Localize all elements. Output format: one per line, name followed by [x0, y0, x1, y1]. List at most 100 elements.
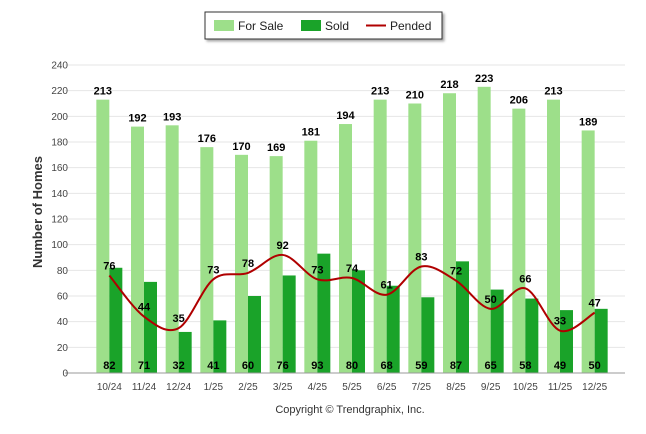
y-tick-label: 100	[51, 240, 68, 251]
bar-for-sale	[165, 125, 179, 373]
bar-sold	[109, 267, 123, 373]
legend-for-sale: For Sale	[214, 19, 284, 33]
legend: For Sale Sold Pended	[204, 11, 443, 40]
legend-box	[204, 11, 443, 40]
bar-sold	[560, 310, 573, 373]
sold-value-label: 71	[138, 360, 150, 372]
for-sale-value-label: 223	[475, 73, 493, 85]
for-sale-value-label: 176	[198, 133, 216, 145]
sold-value-label: 68	[381, 360, 393, 372]
y-tick-label: 240	[51, 61, 68, 72]
for-sale-value-label: 210	[406, 90, 424, 102]
bar-for-sale	[200, 147, 214, 373]
bar-sold	[421, 297, 435, 373]
for-sale-value-label: 194	[336, 110, 355, 122]
for-sale-value-label: 170	[232, 141, 250, 153]
y-tick-label: 80	[57, 266, 69, 277]
pended-value-label: 78	[242, 258, 254, 270]
pended-value-label: 83	[415, 251, 427, 263]
x-tick-label: 2/25	[238, 382, 258, 393]
bar-for-sale	[477, 86, 491, 374]
pended-value-label: 47	[589, 298, 601, 310]
bar-for-sale	[235, 154, 248, 373]
y-tick-label: 0	[62, 369, 68, 380]
x-tick-label: 1/25	[204, 382, 224, 393]
legend-for-sale-label: For Sale	[238, 19, 284, 33]
axes: 0 20 40 60 80 100 120 140 160 180 200 220 240 10/24 11…	[51, 61, 625, 393]
y-axis-title: Number of Homes	[30, 156, 45, 268]
bar-sold	[352, 270, 365, 373]
legend-sold-swatch	[301, 20, 321, 31]
pended-value-label: 66	[519, 273, 531, 285]
y-tick-label: 120	[51, 215, 68, 226]
y-tick-label: 60	[57, 292, 69, 303]
copyright-text: Copyright © Trendgraphix, Inc.	[275, 404, 424, 416]
x-tick-label: 10/25	[513, 382, 538, 393]
bar-sold	[386, 285, 400, 373]
bar-for-sale	[547, 99, 560, 374]
for-sale-value-label: 218	[440, 79, 458, 91]
x-tick-label: 9/25	[481, 382, 501, 393]
y-tick-label: 180	[51, 138, 68, 149]
bar-for-sale	[269, 156, 283, 373]
bar-sold	[490, 289, 504, 373]
pended-value-label: 44	[138, 302, 151, 314]
bar-for-sale	[512, 108, 526, 373]
pended-value-label: 50	[485, 294, 497, 306]
pended-value-label: 74	[346, 263, 359, 275]
bar-sold	[282, 275, 296, 373]
value-labels: 213 82 76 192 71 44 193 32 35 176 41 73 170 60 78 169 76…	[94, 73, 601, 372]
bar-sold	[248, 296, 261, 373]
pended-value-label: 92	[277, 240, 289, 252]
x-tick-label: 11/24	[132, 382, 157, 393]
for-sale-value-label: 169	[267, 142, 285, 154]
sold-value-label: 82	[103, 360, 115, 372]
y-tick-label: 220	[51, 86, 68, 97]
pended-value-label: 61	[381, 280, 393, 292]
for-sale-value-label: 192	[128, 113, 146, 125]
pended-value-label: 76	[103, 260, 115, 272]
bar-for-sale	[373, 99, 387, 374]
for-sale-value-label: 193	[163, 111, 181, 123]
for-sale-value-label: 213	[544, 86, 562, 98]
x-tick-label: 3/25	[273, 382, 293, 393]
bar-for-sale	[131, 126, 144, 373]
sold-value-label: 76	[277, 360, 289, 372]
sold-value-label: 80	[346, 360, 358, 372]
bar-sold	[144, 281, 157, 373]
y-tick-label: 140	[51, 189, 68, 200]
bar-sold	[317, 253, 331, 373]
x-tick-label: 4/25	[308, 382, 328, 393]
y-tick-label: 160	[51, 163, 68, 174]
bar-sold	[594, 308, 608, 373]
sold-value-label: 93	[311, 360, 323, 372]
bar-sold	[456, 261, 469, 373]
pended-value-label: 35	[173, 313, 185, 325]
bar-for-sale	[304, 140, 318, 373]
bar-for-sale	[581, 130, 595, 373]
bar-for-sale	[443, 93, 456, 373]
legend-pended: Pended	[366, 19, 431, 33]
x-tick-label: 6/25	[377, 382, 397, 393]
legend-for-sale-swatch	[214, 20, 234, 31]
bar-for-sale	[408, 103, 422, 373]
for-sale-value-label: 213	[94, 86, 112, 98]
sold-value-label: 65	[485, 360, 497, 372]
sold-value-label: 87	[450, 360, 462, 372]
bars	[96, 86, 608, 374]
bar-for-sale	[96, 99, 110, 374]
pended-value-label: 72	[450, 266, 462, 278]
sold-value-label: 50	[589, 360, 601, 372]
bar-sold	[213, 320, 227, 373]
x-tick-label: 12/24	[166, 382, 191, 393]
legend-pended-label: Pended	[390, 19, 431, 33]
pended-value-label: 73	[311, 264, 323, 276]
legend-sold: Sold	[301, 19, 349, 33]
bar-sold	[178, 331, 192, 373]
bar-for-sale	[339, 124, 352, 374]
sold-value-label: 32	[173, 360, 185, 372]
pended-line	[108, 253, 596, 333]
for-sale-value-label: 181	[302, 127, 320, 139]
